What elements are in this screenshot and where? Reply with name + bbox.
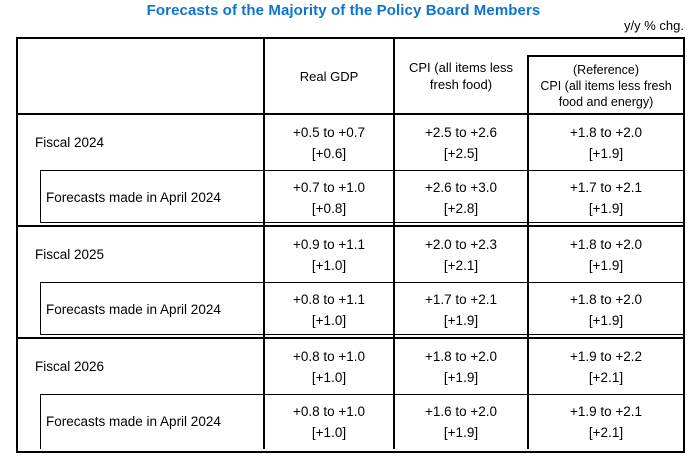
header-cpi: CPI (all items less fresh food) [393,39,527,113]
forecast-median: [+1.9] [588,257,624,273]
forecast-range: +1.7 to +2.1 [569,179,643,195]
cpi-cell: +1.6 to +2.0 [+1.9] [393,394,527,449]
cpi-reference-box: (Reference) CPI (all items less fresh fo… [527,55,683,113]
forecast-range: +2.5 to +2.6 [424,124,498,140]
forecast-range: +1.8 to +2.0 [424,348,498,364]
row-label: Forecasts made in April 2024 [46,190,221,205]
fiscal-group-2025: Fiscal 2025 +0.9 to +1.1 [+1.0] +2.0 to … [18,227,683,339]
real-gdp-cell: +0.5 to +0.7 [+0.6] [263,115,393,170]
forecast-range: +0.7 to +1.0 [292,179,366,195]
forecast-median: [+0.8] [311,200,347,216]
cpi-reference-cell: +1.9 to +2.1 [+2.1] [527,394,683,449]
forecast-range: +1.6 to +2.0 [424,403,498,419]
forecast-median: [+1.9] [588,145,624,161]
forecast-median: [+1.9] [443,424,479,440]
forecast-median: [+1.0] [311,369,347,385]
real-gdp-cell: +0.7 to +1.0 [+0.8] [263,170,393,225]
cpi-cell: +1.8 to +2.0 [+1.9] [393,339,527,394]
forecast-median: [+2.8] [443,200,479,216]
forecast-median: [+2.5] [443,145,479,161]
forecast-range: +0.9 to +1.1 [292,236,366,252]
forecast-median: [+1.9] [443,312,479,328]
cpi-reference-cell: +1.8 to +2.0 [+1.9] [527,227,683,282]
forecast-range: +1.8 to +2.0 [569,236,643,252]
cpi-reference-subtitle: CPI (all items less fresh food and energ… [540,78,672,109]
cpi-reference-cell: +1.8 to +2.0 [+1.9] [527,115,683,170]
row-label: Fiscal 2024 [35,135,105,150]
cpi-reference-cell: +1.9 to +2.2 [+2.1] [527,339,683,394]
forecast-range: +1.8 to +2.0 [569,124,643,140]
table-row-fiscal-2024: Fiscal 2024 +0.5 to +0.7 [+0.6] +2.5 to … [18,115,683,170]
real-gdp-cell: +0.8 to +1.0 [+1.0] [263,339,393,394]
table-row-fiscal-2026: Fiscal 2026 +0.8 to +1.0 [+1.0] +1.8 to … [18,339,683,394]
header-empty-cell [18,39,263,113]
cpi-reference-cell: +1.8 to +2.0 [+1.9] [527,282,683,337]
forecast-range: +1.7 to +2.1 [424,291,498,307]
real-gdp-cell: +0.8 to +1.0 [+1.0] [263,394,393,449]
forecast-median: [+1.9] [443,369,479,385]
forecast-range: +0.5 to +0.7 [292,124,366,140]
fiscal-group-2024: Fiscal 2024 +0.5 to +0.7 [+0.6] +2.5 to … [18,115,683,227]
forecast-range: +0.8 to +1.0 [292,348,366,364]
real-gdp-cell: +0.9 to +1.1 [+1.0] [263,227,393,282]
table-row-april-forecast: Forecasts made in April 2024 +0.8 to +1.… [18,282,683,337]
cpi-cell: +2.0 to +2.3 [+2.1] [393,227,527,282]
table-row-april-forecast: Forecasts made in April 2024 +0.8 to +1.… [18,394,683,449]
table-header-row: Real GDP CPI (all items less fresh food)… [18,39,683,115]
forecast-median: [+0.6] [311,145,347,161]
forecast-range: +0.8 to +1.1 [292,291,366,307]
cpi-cell: +2.5 to +2.6 [+2.5] [393,115,527,170]
row-label: Fiscal 2026 [35,359,105,374]
page-title: Forecasts of the Majority of the Policy … [146,2,541,19]
cpi-reference-title: (Reference) [573,62,639,77]
header-cpi-reference: (Reference) CPI (all items less fresh fo… [527,39,683,113]
table-row-fiscal-2025: Fiscal 2025 +0.9 to +1.1 [+1.0] +2.0 to … [18,227,683,282]
forecast-range: +1.8 to +2.0 [569,291,643,307]
cpi-cell: +1.7 to +2.1 [+1.9] [393,282,527,337]
table-row-april-forecast: Forecasts made in April 2024 +0.7 to +1.… [18,170,683,225]
forecast-median: [+2.1] [588,424,624,440]
forecast-median: [+1.0] [311,424,347,440]
cpi-reference-cell: +1.7 to +2.1 [+1.9] [527,170,683,225]
forecast-median: [+1.0] [311,312,347,328]
forecast-range: +2.6 to +3.0 [424,179,498,195]
forecast-median: [+1.9] [588,200,624,216]
forecast-table: Real GDP CPI (all items less fresh food)… [16,37,685,453]
row-label: Forecasts made in April 2024 [46,302,221,317]
cpi-cell: +2.6 to +3.0 [+2.8] [393,170,527,225]
forecast-median: [+1.0] [311,257,347,273]
forecast-range: +0.8 to +1.0 [292,403,366,419]
header-real-gdp: Real GDP [263,39,393,113]
forecast-median: [+2.1] [588,369,624,385]
forecast-range: +1.9 to +2.2 [569,348,643,364]
real-gdp-cell: +0.8 to +1.1 [+1.0] [263,282,393,337]
row-label: Fiscal 2025 [35,247,105,262]
unit-note: y/y % chg. [624,18,684,33]
forecast-range: +2.0 to +2.3 [424,236,498,252]
forecast-median: [+1.9] [588,312,624,328]
forecast-median: [+2.1] [443,257,479,273]
forecast-range: +1.9 to +2.1 [569,403,643,419]
fiscal-group-2026: Fiscal 2026 +0.8 to +1.0 [+1.0] +1.8 to … [18,339,683,449]
row-label: Forecasts made in April 2024 [46,414,221,429]
